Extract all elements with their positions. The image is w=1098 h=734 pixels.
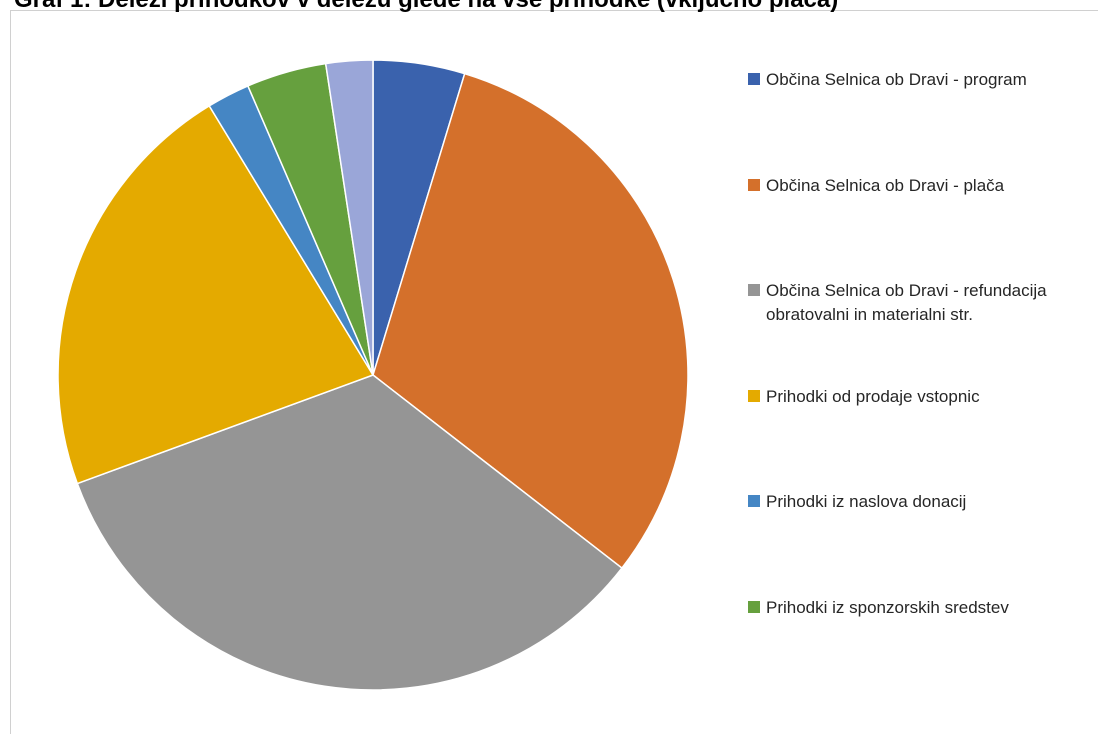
legend-label: Občina Selnica ob Dravi - program <box>766 70 1027 89</box>
legend-item: Občina Selnica ob Dravi - refundacija ob… <box>748 279 1088 327</box>
legend-swatch <box>748 495 760 507</box>
chart-title: Graf 1: Deleži prihodkov v deležu glede … <box>14 0 838 14</box>
legend-label: Občina Selnica ob Dravi - refundacija ob… <box>766 281 1047 324</box>
legend-swatch <box>748 73 760 85</box>
legend-item: Občina Selnica ob Dravi - program <box>748 68 1088 92</box>
legend-label: Prihodki iz sponzorskih sredstev <box>766 598 1009 617</box>
pie-slice <box>372 72 689 570</box>
legend-item: Prihodki iz naslova donacij <box>748 490 1088 514</box>
legend-label: Prihodki od prodaje vstopnic <box>766 387 980 406</box>
legend-swatch <box>748 179 760 191</box>
chart-border <box>10 10 1098 734</box>
legend-item: Občina Selnica ob Dravi - plača <box>748 174 1088 198</box>
legend-swatch <box>748 390 760 402</box>
legend-swatch <box>748 601 760 613</box>
pie-slice <box>76 374 623 691</box>
legend-item: Prihodki iz sponzorskih sredstev <box>748 596 1088 620</box>
legend-label: Občina Selnica ob Dravi - plača <box>766 176 1005 195</box>
legend-item: Prihodki od prodaje vstopnic <box>748 385 1088 409</box>
legend-label: Prihodki iz naslova donacij <box>766 492 967 511</box>
legend-swatch <box>748 284 760 296</box>
pie-slice <box>324 59 374 376</box>
pie-slice <box>57 104 375 485</box>
